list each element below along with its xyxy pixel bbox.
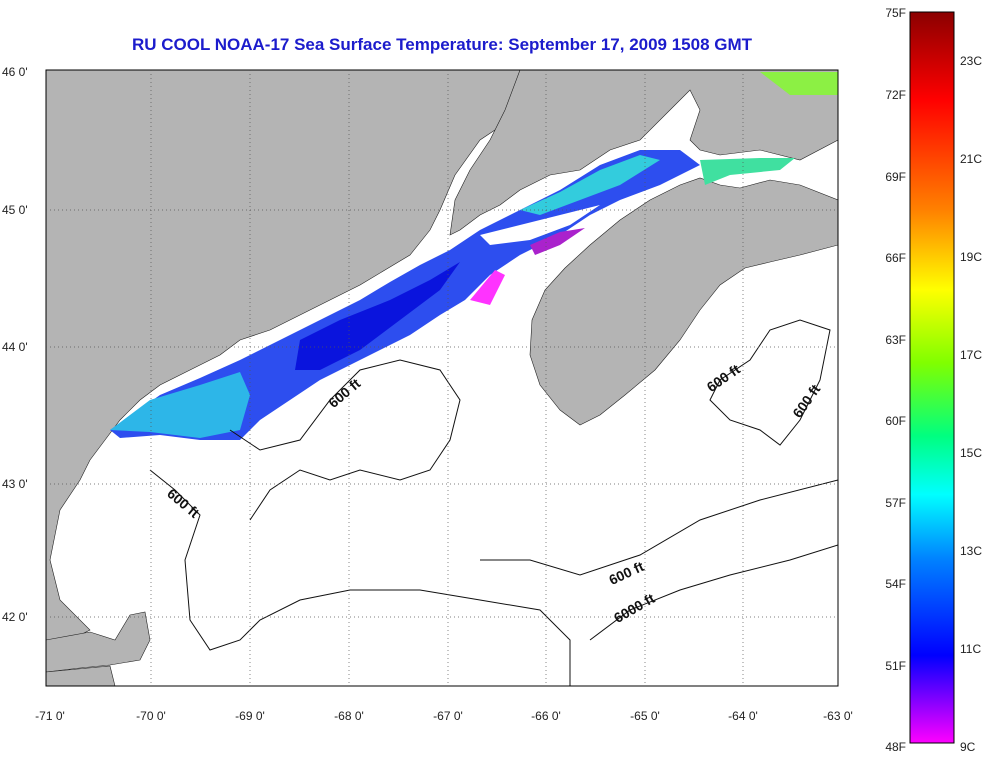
contour-6000 bbox=[589, 544, 838, 641]
map-frame bbox=[45, 69, 839, 687]
lon-label: -63 0' bbox=[823, 709, 853, 723]
colorbar-f-label: 51F bbox=[885, 659, 906, 673]
colorbar-f-label: 48F bbox=[885, 740, 906, 754]
lat-label: 46 0' bbox=[2, 65, 28, 79]
lon-label: -67 0' bbox=[433, 709, 463, 723]
contour-600-basin bbox=[229, 359, 461, 521]
contour-600-shelf bbox=[480, 479, 838, 576]
lat-label: 42 0' bbox=[2, 610, 28, 624]
cape-cod-land bbox=[46, 611, 151, 673]
lon-label: -66 0' bbox=[531, 709, 561, 723]
new-england-land bbox=[46, 70, 526, 641]
colorbar-f-label: 66F bbox=[885, 251, 906, 265]
new-brunswick-land bbox=[449, 70, 838, 236]
lon-label: -69 0' bbox=[235, 709, 265, 723]
lon-label: -65 0' bbox=[630, 709, 660, 723]
colorbar-f-label: 57F bbox=[885, 496, 906, 510]
lon-label: -70 0' bbox=[136, 709, 166, 723]
colorbar-f-label: 60F bbox=[885, 414, 906, 428]
colorbar-c-label: 9C bbox=[960, 740, 976, 754]
colorbar-f-label: 63F bbox=[885, 333, 906, 347]
colorbar-c-label: 23C bbox=[960, 54, 983, 68]
colorbar-f-label: 54F bbox=[885, 577, 906, 591]
colorbar-c-label: 11C bbox=[960, 642, 982, 656]
nova-scotia-land bbox=[529, 177, 838, 426]
colorbar-f-label: 75F bbox=[885, 6, 906, 20]
map-title: RU COOL NOAA-17 Sea Surface Temperature:… bbox=[131, 35, 753, 54]
colorbar-c-label: 19C bbox=[960, 250, 983, 264]
lat-label: 43 0' bbox=[2, 477, 28, 491]
contour-600-west bbox=[149, 469, 571, 686]
lat-label: 45 0' bbox=[2, 203, 28, 217]
contour-600-east bbox=[709, 319, 831, 446]
lon-label: -68 0' bbox=[334, 709, 364, 723]
colorbar-c-label: 13C bbox=[960, 544, 983, 558]
colorbar-c-label: 15C bbox=[960, 446, 983, 460]
colorbar-f-label: 72F bbox=[885, 88, 906, 102]
colorbar-c-label: 21C bbox=[960, 152, 983, 166]
colorbar bbox=[909, 11, 955, 744]
lon-label: -64 0' bbox=[728, 709, 758, 723]
colorbar-c-label: 17C bbox=[960, 348, 983, 362]
lat-label: 44 0' bbox=[2, 340, 28, 354]
colorbar-f-label: 69F bbox=[885, 170, 906, 184]
lon-label: -71 0' bbox=[35, 709, 65, 723]
